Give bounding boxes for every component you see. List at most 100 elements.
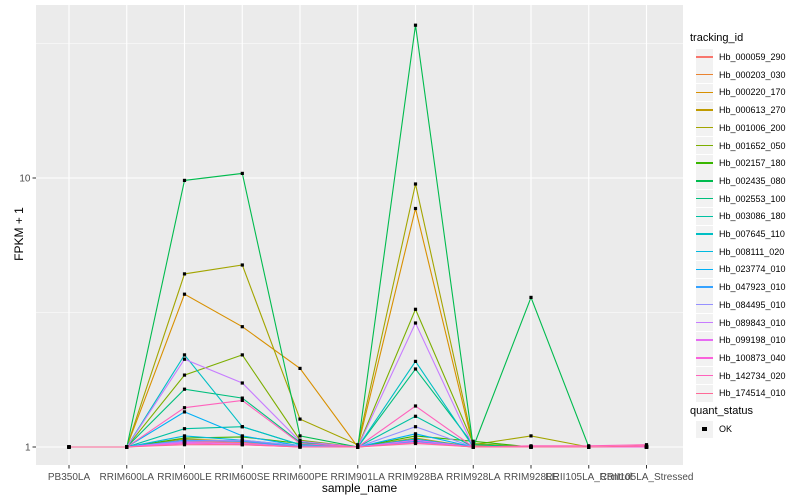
data-point-marker <box>240 263 244 267</box>
legend-key-swatch <box>696 420 713 438</box>
y-tick-label: 1 <box>25 443 31 454</box>
data-point-marker <box>182 436 187 440</box>
data-point-marker <box>182 434 187 438</box>
data-point-marker <box>298 417 302 421</box>
legend-key-swatch <box>696 314 713 331</box>
data-point-marker <box>413 434 418 438</box>
x-tick-label: PB350LA <box>48 472 91 483</box>
data-point-marker <box>240 398 244 402</box>
data-point-marker <box>413 206 418 211</box>
legend-key-swatch <box>696 83 713 101</box>
legend-item-label: Hb_000203_030 <box>719 69 786 80</box>
data-point-marker <box>182 427 187 431</box>
legend-item-Hb_007645_110: Hb_007645_110 <box>690 225 800 243</box>
legend-key-line <box>696 162 713 164</box>
data-point-marker <box>240 438 244 442</box>
legend-item-label: Hb_142734_020 <box>719 370 786 381</box>
x-tick-label: RRIM928LE <box>504 472 559 483</box>
legend-item-Hb_000059_290: Hb_000059_290 <box>690 48 800 66</box>
x-tick-label: RRIM600PE <box>272 472 328 483</box>
legend-key-line <box>696 109 713 111</box>
data-point-marker <box>240 425 244 429</box>
legend-key-line <box>696 127 713 129</box>
data-point-marker <box>413 438 418 442</box>
legend-item-label: Hb_000220_170 <box>719 87 786 98</box>
legend-item-Hb_003086_180: Hb_003086_180 <box>690 207 800 225</box>
legend-key-swatch <box>696 190 713 208</box>
legend-item-Hb_000220_170: Hb_000220_170 <box>690 83 800 101</box>
legend-item-label: Hb_023774_010 <box>719 264 786 275</box>
legend-key-swatch <box>696 384 713 402</box>
legend-key-line <box>696 180 713 182</box>
legend-key-line <box>696 268 713 271</box>
legend-key-line <box>696 233 713 235</box>
x-axis-title: sample_name <box>321 481 398 495</box>
data-point-marker <box>413 432 418 436</box>
y-tick-label: 10 <box>19 174 31 185</box>
legend-key-swatch <box>696 260 713 278</box>
data-point-marker <box>471 445 475 449</box>
legend-key-swatch <box>696 278 713 296</box>
legend-key-line <box>696 73 713 76</box>
legend-item-quant-ok: OK <box>690 420 800 438</box>
legend-item-Hb_008111_020: Hb_008111_020 <box>690 243 800 261</box>
legend-title-tracking-id: tracking_id <box>690 32 744 44</box>
legend-item-Hb_174514_010: Hb_174514_010 <box>690 384 800 402</box>
legend-item-label: Hb_100873_040 <box>719 352 786 363</box>
data-point-marker <box>298 366 302 370</box>
data-point-marker <box>182 406 187 410</box>
data-point-marker <box>356 443 360 447</box>
legend-key-swatch <box>696 349 713 367</box>
legend-key-line <box>696 304 713 306</box>
legend-key-swatch <box>696 331 713 349</box>
data-point-marker <box>67 445 71 449</box>
data-point-marker <box>240 396 244 400</box>
legend-key-swatch <box>696 119 713 137</box>
legend-item-Hb_000203_030: Hb_000203_030 <box>690 66 800 84</box>
legend-item-label: Hb_174514_010 <box>719 388 786 399</box>
legend-key-swatch <box>696 154 713 172</box>
legend-item-label: Hb_084495_010 <box>719 299 786 310</box>
data-point-marker <box>298 439 302 443</box>
legend-item-Hb_001652_050: Hb_001652_050 <box>690 137 800 155</box>
data-point-marker <box>529 445 533 449</box>
legend: tracking_id Hb_000059_290 Hb_000203_030 Hb… <box>690 0 800 500</box>
legend-item-label: Hb_007645_110 <box>719 229 785 239</box>
legend-item-label: Hb_001006_200 <box>719 122 786 133</box>
legend-key-swatch <box>696 296 713 314</box>
data-point-marker <box>182 387 187 391</box>
data-point-marker <box>125 445 129 449</box>
legend-item-Hb_001006_200: Hb_001006_200 <box>690 119 800 137</box>
data-point-marker <box>240 171 244 175</box>
data-point-marker <box>471 443 475 447</box>
data-point-marker <box>413 307 418 311</box>
legend-item-label: Hb_001652_050 <box>719 140 786 151</box>
data-point-marker <box>529 434 533 438</box>
x-tick-label: RRIM600LE <box>157 472 212 483</box>
data-point-marker <box>413 425 418 429</box>
x-tick-label: RRIM928LA <box>446 472 501 483</box>
legend-item-label: Hb_002157_180 <box>719 158 786 169</box>
data-point-marker <box>413 23 418 27</box>
legend-key-swatch <box>696 243 713 261</box>
legend-item-label: Hb_099198_010 <box>719 335 786 346</box>
data-point-marker <box>298 445 302 449</box>
legend-key-line <box>696 250 713 253</box>
legend-key-swatch <box>696 207 713 225</box>
data-point-marker <box>182 178 187 182</box>
legend-item-label: Hb_089843_010 <box>719 317 786 328</box>
legend-key-line <box>696 339 713 341</box>
legend-title-quant-status: quant_status <box>690 405 753 417</box>
data-point-marker <box>356 445 360 449</box>
data-point-marker <box>240 381 244 385</box>
data-point-marker <box>413 414 418 418</box>
legend-key-line <box>696 91 713 94</box>
data-point-marker <box>182 353 187 357</box>
legend-item-label: Hb_008111_020 <box>719 246 785 257</box>
legend-item-Hb_100873_040: Hb_100873_040 <box>690 349 800 367</box>
legend-key-swatch <box>696 137 713 154</box>
data-point-marker <box>644 444 649 448</box>
legend-item-Hb_000613_270: Hb_000613_270 <box>690 101 800 119</box>
